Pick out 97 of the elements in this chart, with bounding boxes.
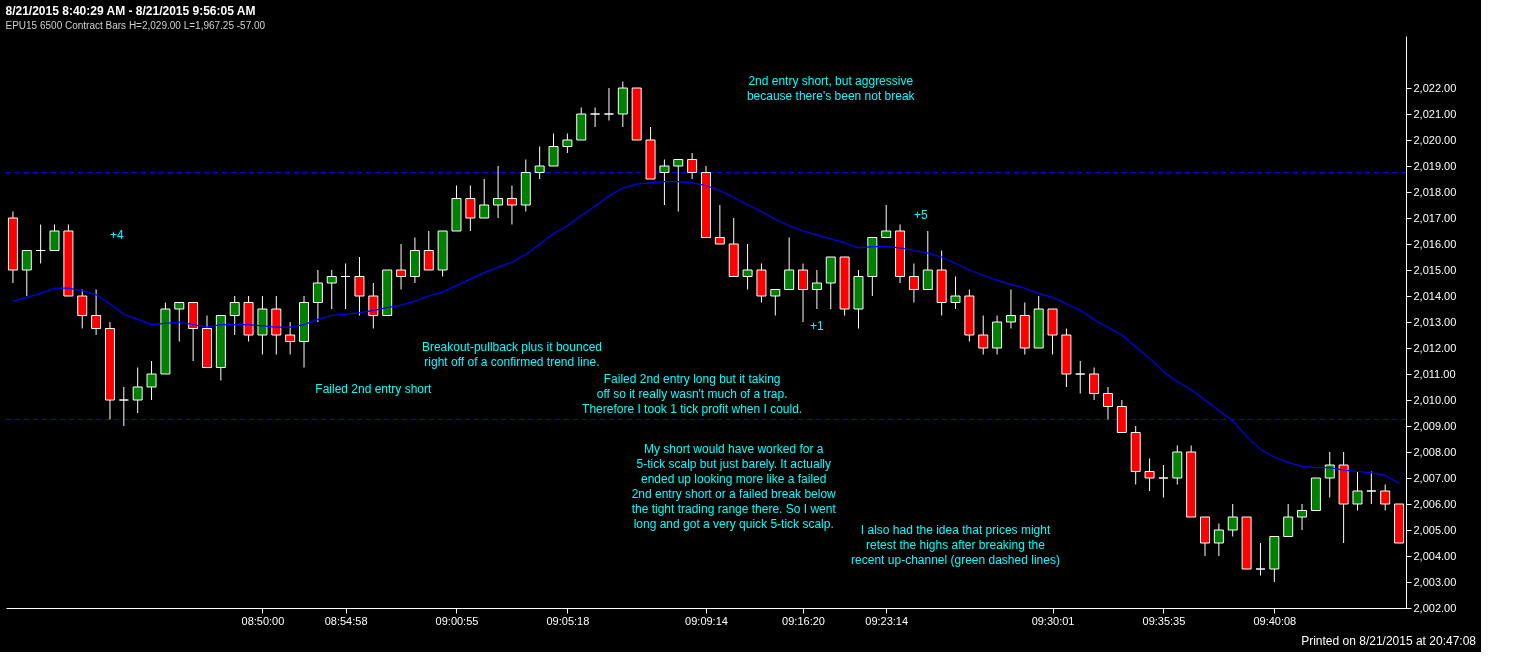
candlestick [285, 321, 296, 355]
y-tick-label: 2,007.00 [1413, 471, 1457, 484]
candlestick [742, 243, 753, 290]
candlestick [534, 146, 545, 180]
candlestick [506, 185, 517, 225]
candlestick [770, 289, 781, 316]
annotation: Breakout-pullback plus it bounced right off of a confirmed trend line. [421, 339, 602, 369]
candlestick [132, 367, 143, 414]
candlestick [590, 107, 601, 128]
candlestick [1324, 451, 1335, 498]
y-tick-label: 2,008.00 [1413, 445, 1457, 458]
candlestick [354, 256, 365, 316]
y-tick-label: 2,011.00 [1413, 367, 1456, 380]
y-tick-label: 2,005.00 [1413, 523, 1457, 536]
candlestick [493, 165, 504, 219]
candlestick [1297, 503, 1308, 531]
annotation: +5 [913, 208, 928, 223]
candlestick [1089, 367, 1100, 401]
candlestick [562, 133, 573, 154]
candlestick [312, 269, 323, 323]
y-tick-label: 2,017.00 [1413, 211, 1457, 224]
candlestick [229, 295, 240, 336]
candlestick [1075, 360, 1086, 394]
candlestick [659, 159, 670, 206]
candlestick [465, 185, 476, 232]
x-tick-label: 09:16:20 [782, 614, 825, 627]
y-tick-label: 2,016.00 [1413, 237, 1457, 250]
candlestick [687, 152, 698, 180]
x-tick-label: 09:35:35 [1142, 614, 1186, 627]
x-tick-label: 09:40:08 [1253, 614, 1297, 627]
candlestick [174, 302, 185, 342]
y-tick-label: 2,022.00 [1413, 81, 1457, 94]
candlestick [1255, 542, 1266, 576]
x-tick-label: 09:09:14 [685, 614, 728, 627]
candlestick [673, 159, 684, 212]
candlestick [784, 237, 795, 290]
annotation: Failed 2nd entry short [315, 382, 433, 397]
candlestick [1352, 471, 1363, 511]
candlestick [423, 230, 434, 271]
candlestick [1380, 484, 1391, 511]
candlestick [603, 87, 614, 121]
candlestick [1005, 289, 1016, 329]
candlestick [811, 269, 822, 310]
candlestick [714, 204, 725, 245]
x-tick-label: 08:50:00 [241, 614, 285, 627]
y-tick-label: 2,015.00 [1413, 263, 1457, 276]
annotation: Failed 2nd entry long but it taking off so it really wasn't much of a trap. Therefore I took 1 tick profit when I could. [582, 372, 803, 416]
candlestick [548, 133, 559, 167]
candlestick [1283, 503, 1294, 537]
candlestick [908, 263, 919, 303]
candlestick [146, 360, 157, 401]
annotation: +4 [109, 227, 124, 242]
candlestick [1144, 458, 1155, 492]
x-tick-label: 08:54:58 [324, 614, 368, 627]
y-tick-label: 2,018.00 [1413, 185, 1457, 198]
candlestick [49, 224, 60, 251]
annotation: 2nd entry short, but aggressive because there's been not break [746, 74, 916, 104]
x-tick-label: 09:00:55 [435, 614, 479, 627]
candlestick [1227, 503, 1238, 537]
y-tick-label: 2,002.00 [1413, 601, 1457, 614]
annotation: My short would have worked for a 5-tick scalp but just barely. It actually ended up looking more like a failed 2nd entry short or a failed break below the tight trading range there. So I went long and got a very quick 5-tick scalp. [631, 442, 837, 532]
y-tick-label: 2,009.00 [1413, 419, 1457, 432]
y-tick-label: 2,014.00 [1413, 289, 1457, 302]
candlestick [1213, 523, 1224, 557]
chart-subtitle: EPU15 6500 Contract Bars H=2,029.00 L=1,967.25 -57.00 [5, 20, 266, 31]
candlestick [326, 269, 337, 310]
x-tick-label: 09:30:01 [1031, 614, 1075, 627]
candlestick [396, 243, 407, 290]
y-tick-label: 2,012.00 [1413, 341, 1457, 354]
candlestick [1366, 471, 1377, 505]
text: Printed on 8/21/2015 at 20:47:08 [1301, 634, 1477, 648]
candlestick [368, 282, 379, 329]
y-tick-label: 2,010.00 [1413, 393, 1457, 406]
y-tick-label: 2,021.00 [1413, 107, 1457, 120]
annotation: I also had the idea that prices might retest the highs after breaking the recent up-channel (green dashed lines) [851, 522, 1060, 567]
candlestick [1158, 464, 1169, 498]
candlestick [21, 250, 32, 297]
candlestick [922, 230, 933, 290]
x-tick-label: 09:05:18 [546, 614, 590, 627]
y-tick-label: 2,019.00 [1413, 159, 1457, 172]
candlestick [1102, 386, 1113, 420]
candlestick [950, 276, 961, 310]
y-tick-label: 2,003.00 [1413, 575, 1457, 588]
candlestick [798, 263, 809, 323]
y-tick-label: 2,013.00 [1413, 315, 1457, 328]
candlestick [479, 178, 490, 219]
annotation: +1 [810, 318, 825, 333]
candlestick [881, 204, 892, 238]
candlestick [978, 315, 989, 355]
candlestick [77, 289, 88, 329]
y-tick-label: 2,004.00 [1413, 549, 1457, 562]
x-tick-label: 09:23:14 [865, 614, 909, 627]
y-tick-label: 2,006.00 [1413, 497, 1457, 510]
candlestick [118, 386, 129, 427]
candlestick [91, 289, 102, 336]
chart-title: 8/21/2015 8:40:29 AM - 8/21/2015 9:56:05 AM [5, 4, 256, 18]
y-tick-label: 2,020.00 [1413, 133, 1457, 146]
